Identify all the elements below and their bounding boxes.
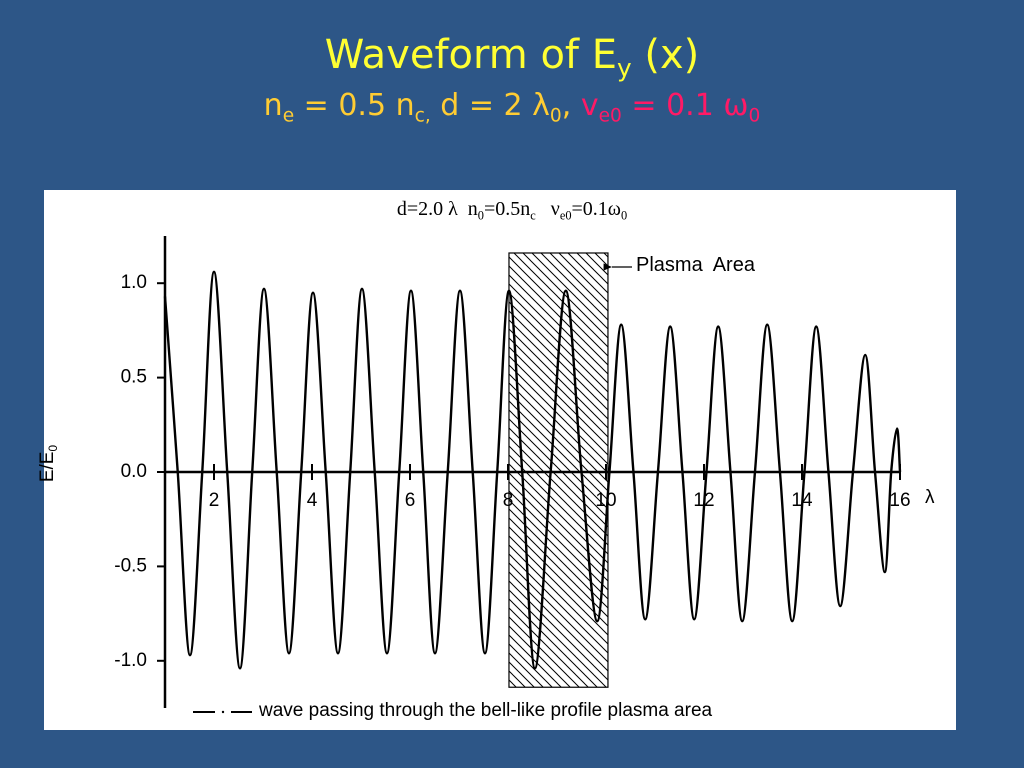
title-sub: y [617,53,632,83]
chart-title-sub: e0 [559,208,572,223]
y-label-text: E/E [37,451,59,483]
x-tick-label: 16 [889,490,910,511]
subtitle-text: = 0.1 ω [621,88,749,123]
y-label-sub: 0 [47,444,61,452]
chart-panel [44,190,956,730]
slide-subtitle: ne = 0.5 nc, d = 2 λ0, ve0 = 0.1 ω0 [0,88,1024,127]
x-tick-label: 8 [503,490,514,511]
chart-title-sub: 0 [620,208,628,223]
subtitle-text: d = 2 λ [430,88,550,123]
subtitle-sub: 0 [748,105,761,127]
x-tick-label: 6 [405,490,416,511]
y-tick-label: 1.0 [121,272,147,293]
chart-title: d=2.0 λ n0=0.5nc νe0=0.1ω0 [0,198,1024,223]
legend-entry: wave passing through the bell-like profi… [259,700,713,721]
y-axis-label: E/E0 [37,445,60,482]
subtitle-sub: e [282,105,295,127]
x-axis-label: λ [925,487,935,508]
y-tick-label: 0.5 [121,367,147,388]
subtitle-text: , [561,88,581,123]
wave-line [163,270,902,670]
chart-title-text: ν [535,198,560,220]
x-tick-label: 2 [209,490,220,511]
chart-title-text: d=2.0 λ n [396,198,478,220]
subtitle-sub: e0 [598,105,622,127]
subtitle-text: = 0.5 n [294,88,415,123]
annotation-label: Plasma Area [636,254,755,276]
title-text: Waveform of E [324,32,617,78]
legend-dot [221,710,225,714]
subtitle-text: n [263,88,283,123]
x-tick-label: 10 [595,490,616,511]
y-tick-label: -0.5 [114,555,147,576]
slide-title: Waveform of Ey (x) [0,32,1024,83]
x-tick-label: 4 [307,490,318,511]
subtitle-text: v [580,88,599,123]
chart-title-sub: c [530,208,536,223]
chart-title-sub: 0 [477,208,484,223]
y-tick-label: 0.0 [121,461,147,482]
title-text: (x) [631,32,700,78]
plasma-region [508,252,609,688]
chart-title-text: =0.5n [484,198,531,220]
chart-title-text: =0.1ω [571,198,621,220]
y-tick-label: -1.0 [114,650,147,671]
subtitle-sub: 0 [549,105,562,127]
subtitle-sub: c, [414,105,431,127]
